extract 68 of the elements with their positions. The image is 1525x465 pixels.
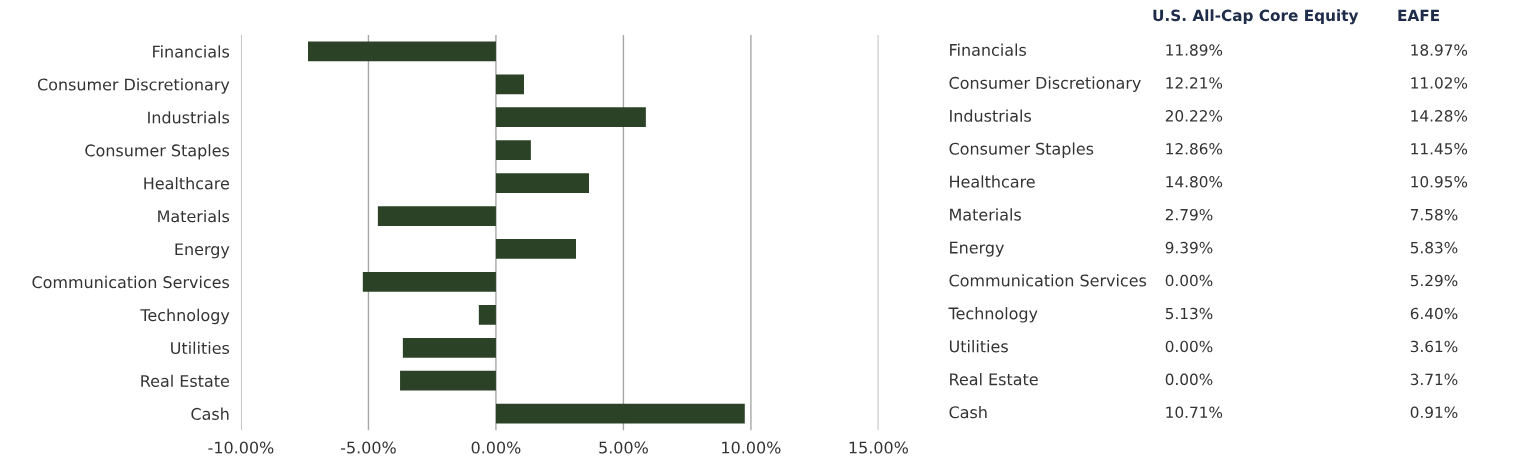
text: U.S. All-Cap Core Equity — [1153, 9, 1359, 25]
category-label: Financials — [950, 43, 1027, 56]
x-tick-label: -10.00% — [208, 441, 274, 454]
data-label: 0.00% — [1165, 373, 1213, 386]
bar — [308, 41, 496, 62]
y-tick-label: Energy — [175, 243, 230, 259]
data-label: 3.71% — [1410, 373, 1458, 386]
data-label: 0.00% — [1165, 274, 1213, 287]
data-label: 0.91% — [1410, 406, 1458, 419]
data-label: 10.71% — [1166, 406, 1223, 419]
y-tick-label: Healthcare — [144, 177, 229, 190]
data-label: 6.40% — [1410, 307, 1458, 320]
y-tick-label: Cash — [191, 407, 229, 420]
bar — [495, 403, 745, 424]
y-tick-label: Industrials — [148, 111, 230, 124]
x-tick-label: 10.00% — [722, 441, 781, 454]
y-tick-label: Technology — [140, 308, 230, 325]
bar — [495, 74, 524, 95]
category-label: Consumer Staples — [949, 142, 1094, 158]
data-label: 9.39% — [1165, 241, 1213, 254]
bar — [400, 370, 496, 391]
category-label: Technology — [948, 307, 1038, 323]
y-tick-label: Financials — [153, 45, 230, 58]
text: EAFE — [1398, 9, 1440, 21]
bar — [362, 272, 496, 292]
data-label: 0.00% — [1165, 340, 1213, 353]
data-label: 14.28% — [1411, 110, 1468, 122]
x-tick-label: 5.00% — [599, 441, 648, 454]
y-tick-label: Materials — [158, 209, 230, 223]
data-label: 18.97% — [1411, 44, 1468, 56]
category-label: Consumer Discretionary — [949, 76, 1141, 93]
y-tick-label: Real Estate — [141, 374, 229, 388]
y-tick-label: Consumer Staples — [85, 144, 230, 160]
data-label: 11.89% — [1166, 44, 1223, 56]
category-label: Energy — [950, 241, 1004, 257]
data-label: 5.29% — [1410, 274, 1458, 287]
data-label: 11.45% — [1411, 143, 1468, 155]
bar — [495, 140, 531, 161]
data-label: 5.83% — [1410, 241, 1458, 254]
category-label: Industrials — [950, 109, 1031, 122]
data-label: 12.21% — [1166, 77, 1223, 89]
bar — [495, 239, 576, 259]
bar — [402, 337, 496, 358]
data-label: 20.22% — [1165, 110, 1223, 122]
y-tick-label: Communication Services — [32, 275, 230, 289]
data-label: 10.95% — [1411, 175, 1468, 188]
bar — [495, 107, 646, 128]
x-tick-label: -5.00% — [340, 441, 396, 454]
category-label: Cash — [949, 405, 987, 419]
y-tick-label: Consumer Discretionary — [37, 78, 230, 94]
data-label: 3.61% — [1410, 340, 1458, 353]
category-label: Utilities — [949, 340, 1008, 353]
data-label: 11.02% — [1411, 77, 1468, 89]
bar — [495, 173, 589, 193]
x-tick-label: 15.00% — [849, 441, 908, 454]
data-label: 14.80% — [1166, 175, 1223, 188]
bar — [377, 206, 496, 226]
data-label: 2.79% — [1165, 208, 1213, 221]
bar — [478, 304, 496, 325]
category-label: Materials — [950, 208, 1021, 221]
data-label: 5.13% — [1165, 307, 1213, 320]
x-tick-label: 0.00% — [471, 441, 521, 454]
category-label: Healthcare — [950, 175, 1035, 188]
data-label: 12.86% — [1166, 143, 1223, 155]
category-label: Real Estate — [950, 372, 1038, 386]
category-label: Communication Services — [949, 274, 1147, 287]
data-label: 7.58% — [1410, 208, 1458, 221]
y-tick-label: Utilities — [171, 341, 230, 355]
